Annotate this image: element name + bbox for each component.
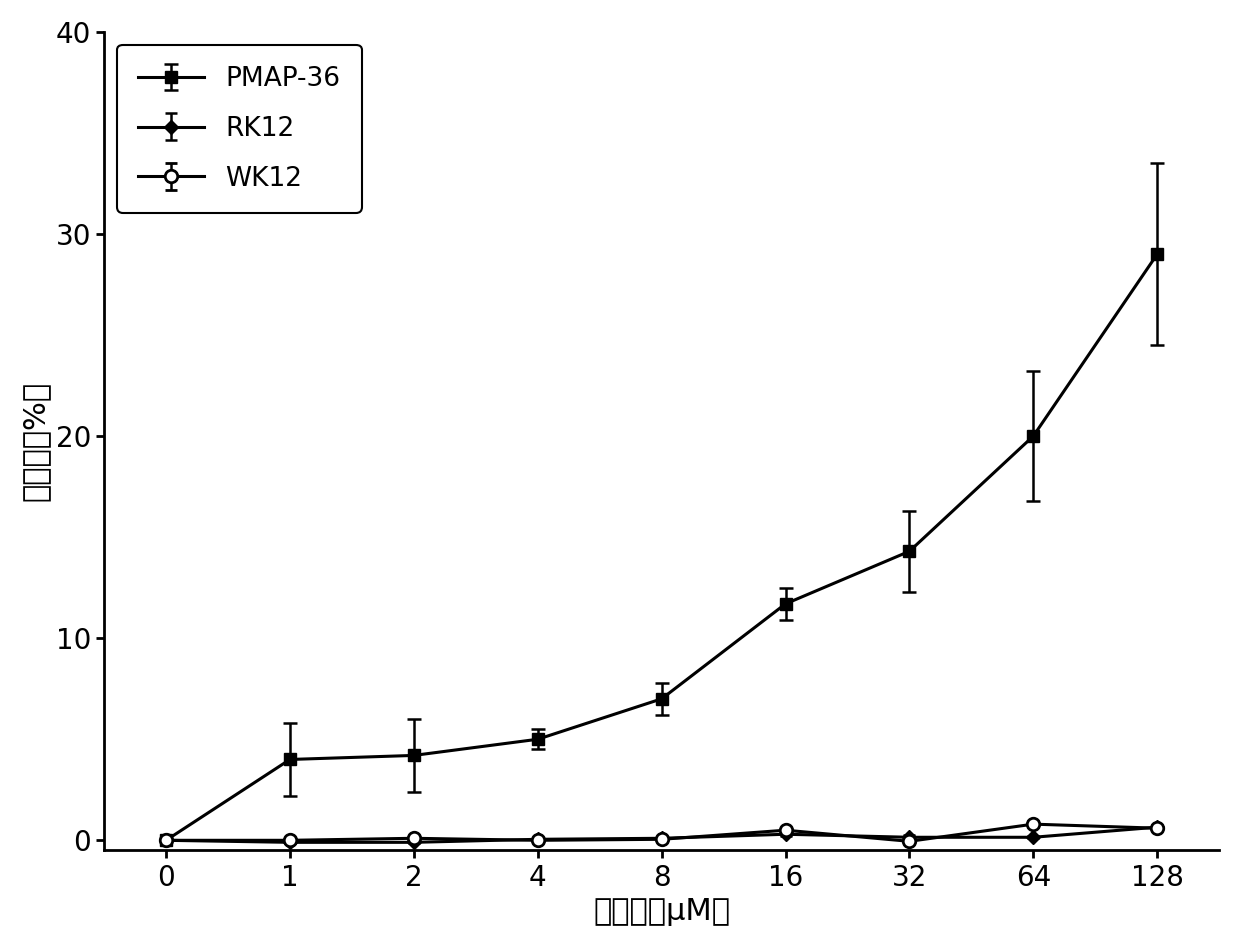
X-axis label: 能浓度（μM）: 能浓度（μM） xyxy=(593,897,730,926)
Y-axis label: 溶血率（%）: 溶血率（%） xyxy=(21,381,50,501)
Legend: PMAP-36, RK12, WK12: PMAP-36, RK12, WK12 xyxy=(118,45,362,213)
